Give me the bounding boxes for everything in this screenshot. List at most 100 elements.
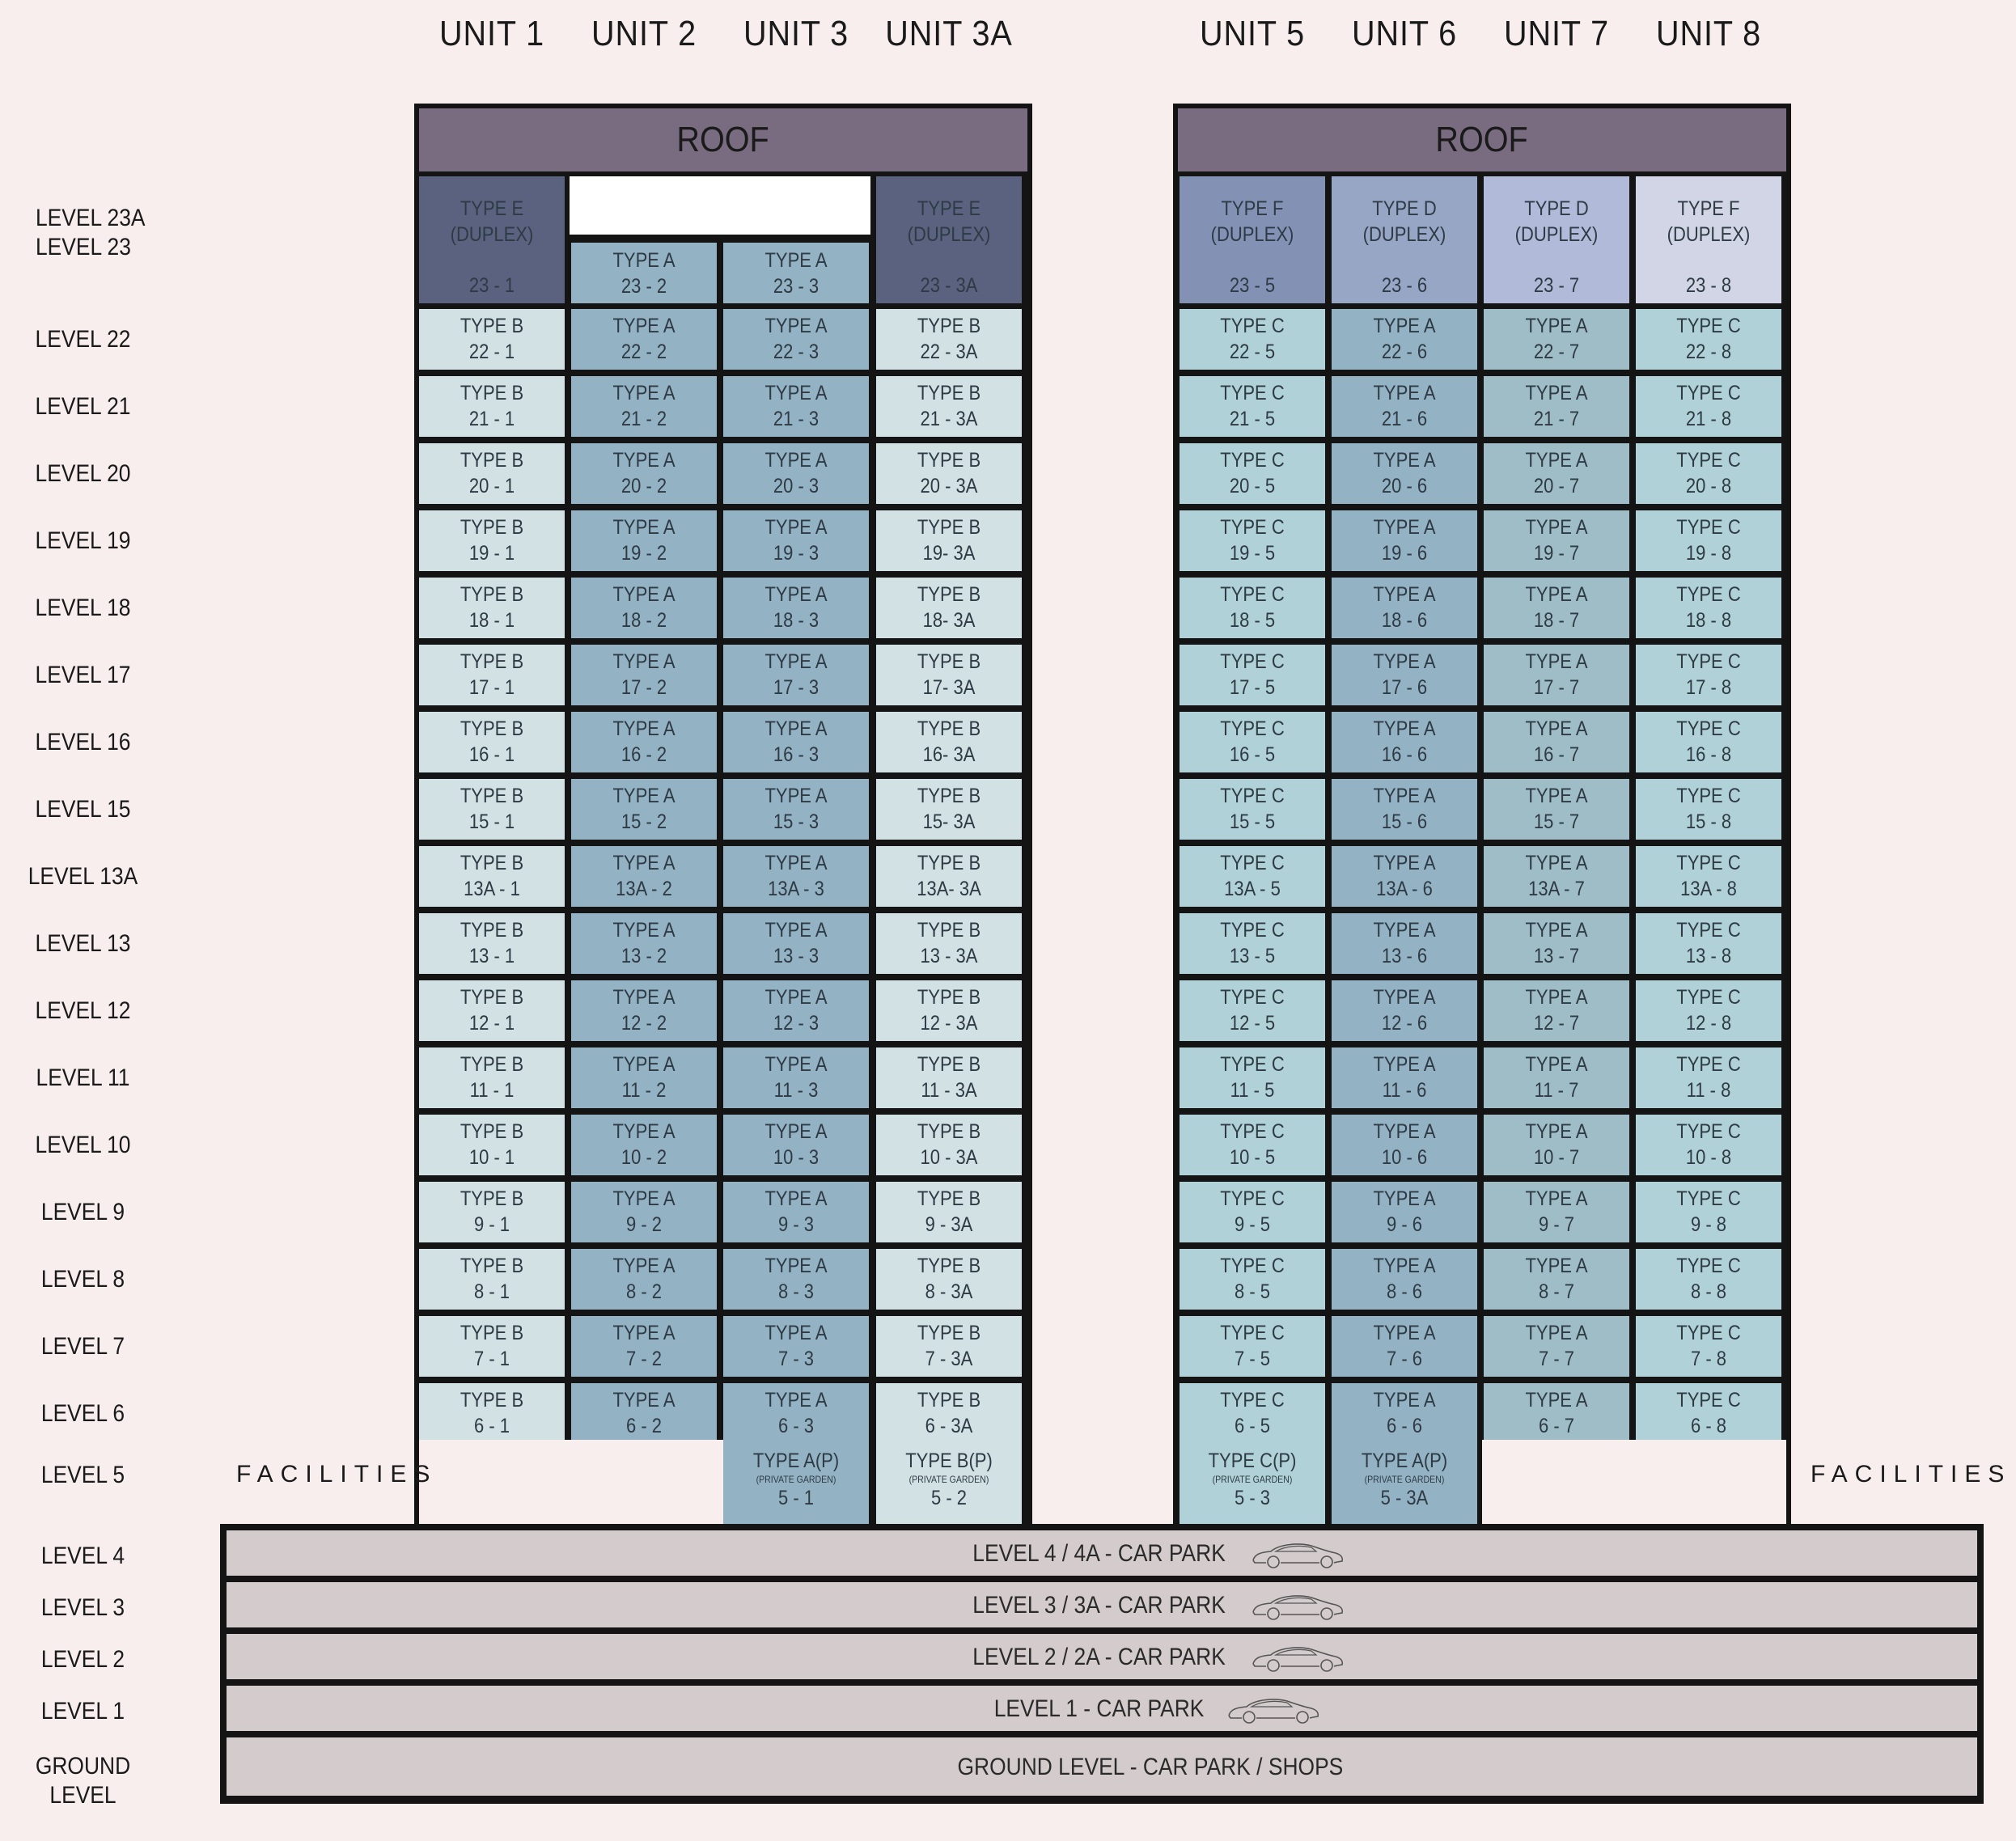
unit-cell[interactable]: TYPE C 10 - 5	[1180, 1115, 1325, 1175]
unit-cell[interactable]: TYPE A 15 - 7	[1484, 779, 1629, 840]
unit-cell[interactable]: TYPE B 6 - 3A	[876, 1383, 1022, 1444]
unit-cell[interactable]: TYPE A 7 - 7	[1484, 1316, 1629, 1377]
unit-cell-garden[interactable]: TYPE A(P) (PRIVATE GARDEN) 5 - 3A	[1332, 1440, 1477, 1527]
unit-cell[interactable]: TYPE A 20 - 7	[1484, 443, 1629, 504]
unit-cell[interactable]: TYPE A 19 - 6	[1332, 510, 1477, 571]
unit-cell[interactable]: TYPE C 18 - 8	[1636, 578, 1781, 638]
unit-cell-duplex[interactable]: TYPE F (DUPLEX) 23 - 5	[1180, 176, 1325, 303]
unit-cell[interactable]: TYPE C 9 - 8	[1636, 1182, 1781, 1242]
unit-cell[interactable]: TYPE A 10 - 7	[1484, 1115, 1629, 1175]
unit-cell[interactable]: TYPE A 13 - 7	[1484, 913, 1629, 974]
unit-cell[interactable]: TYPE C 7 - 5	[1180, 1316, 1325, 1377]
unit-cell[interactable]: TYPE B 20 - 1	[419, 443, 565, 504]
unit-cell[interactable]: TYPE C 15 - 8	[1636, 779, 1781, 840]
unit-cell[interactable]: TYPE A 7 - 6	[1332, 1316, 1477, 1377]
unit-cell[interactable]: TYPE A 15 - 2	[571, 779, 717, 840]
unit-cell[interactable]: TYPE A 10 - 2	[571, 1115, 717, 1175]
unit-cell[interactable]: TYPE C 15 - 5	[1180, 779, 1325, 840]
unit-cell[interactable]: TYPE A 22 - 6	[1332, 309, 1477, 370]
unit-cell-duplex[interactable]: TYPE D (DUPLEX) 23 - 7	[1484, 176, 1629, 303]
unit-cell[interactable]: TYPE C 21 - 5	[1180, 376, 1325, 437]
unit-cell[interactable]: TYPE A 8 - 2	[571, 1249, 717, 1310]
unit-cell[interactable]: TYPE A 9 - 3	[723, 1182, 869, 1242]
unit-cell-duplex[interactable]: TYPE F (DUPLEX) 23 - 8	[1636, 176, 1781, 303]
unit-cell[interactable]: TYPE C 13 - 5	[1180, 913, 1325, 974]
unit-cell[interactable]: TYPE C 13A - 8	[1636, 846, 1781, 907]
unit-cell[interactable]: TYPE A 15 - 6	[1332, 779, 1477, 840]
unit-cell[interactable]: TYPE B 21 - 3A	[876, 376, 1022, 437]
unit-cell[interactable]: TYPE C 12 - 5	[1180, 980, 1325, 1041]
unit-cell[interactable]: TYPE B 10 - 3A	[876, 1115, 1022, 1175]
unit-cell-duplex[interactable]: TYPE E (DUPLEX) 23 - 1	[419, 176, 565, 303]
unit-cell[interactable]: TYPE B 7 - 1	[419, 1316, 565, 1377]
unit-cell[interactable]: TYPE A 6 - 6	[1332, 1383, 1477, 1444]
unit-cell[interactable]: TYPE A 7 - 2	[571, 1316, 717, 1377]
unit-cell[interactable]: TYPE A 15 - 3	[723, 779, 869, 840]
unit-cell[interactable]: TYPE A 22 - 3	[723, 309, 869, 370]
unit-cell[interactable]: TYPE B 17 - 1	[419, 645, 565, 705]
unit-cell[interactable]: TYPE B 12 - 1	[419, 980, 565, 1041]
unit-cell[interactable]: TYPE C 6 - 5	[1180, 1383, 1325, 1444]
unit-cell[interactable]: TYPE C 11 - 8	[1636, 1047, 1781, 1108]
unit-cell-duplex[interactable]: TYPE D (DUPLEX) 23 - 6	[1332, 176, 1477, 303]
unit-cell[interactable]: TYPE B 20 - 3A	[876, 443, 1022, 504]
unit-cell[interactable]: TYPE B 13A- 3A	[876, 846, 1022, 907]
unit-cell[interactable]: TYPE A 13 - 6	[1332, 913, 1477, 974]
unit-cell[interactable]: TYPE B 22 - 3A	[876, 309, 1022, 370]
unit-cell[interactable]: TYPE A 10 - 6	[1332, 1115, 1477, 1175]
unit-cell[interactable]: TYPE B 16 - 1	[419, 712, 565, 772]
unit-cell[interactable]: TYPE A 23 - 2	[571, 243, 717, 303]
unit-cell-garden[interactable]: TYPE B(P) (PRIVATE GARDEN) 5 - 2	[876, 1440, 1022, 1527]
unit-cell[interactable]: TYPE B 22 - 1	[419, 309, 565, 370]
unit-cell[interactable]: TYPE C 19 - 5	[1180, 510, 1325, 571]
unit-cell[interactable]: TYPE A 6 - 3	[723, 1383, 869, 1444]
unit-cell[interactable]: TYPE A 13A - 7	[1484, 846, 1629, 907]
unit-cell[interactable]: TYPE A 21 - 6	[1332, 376, 1477, 437]
unit-cell[interactable]: TYPE B 18 - 1	[419, 578, 565, 638]
unit-cell[interactable]: TYPE B 10 - 1	[419, 1115, 565, 1175]
unit-cell[interactable]: TYPE A 12 - 7	[1484, 980, 1629, 1041]
unit-cell[interactable]: TYPE A 13A - 2	[571, 846, 717, 907]
unit-cell[interactable]: TYPE C 18 - 5	[1180, 578, 1325, 638]
unit-cell[interactable]: TYPE A 18 - 3	[723, 578, 869, 638]
unit-cell[interactable]: TYPE A 17 - 2	[571, 645, 717, 705]
unit-cell[interactable]: TYPE B 15- 3A	[876, 779, 1022, 840]
unit-cell[interactable]: TYPE A 13 - 3	[723, 913, 869, 974]
unit-cell[interactable]: TYPE A 16 - 7	[1484, 712, 1629, 772]
unit-cell[interactable]: TYPE C 11 - 5	[1180, 1047, 1325, 1108]
unit-cell[interactable]: TYPE A 23 - 3	[723, 243, 869, 303]
unit-cell[interactable]: TYPE C 19 - 8	[1636, 510, 1781, 571]
unit-cell[interactable]: TYPE C 17 - 8	[1636, 645, 1781, 705]
unit-cell[interactable]: TYPE A 17 - 3	[723, 645, 869, 705]
unit-cell[interactable]: TYPE B 19- 3A	[876, 510, 1022, 571]
unit-cell[interactable]: TYPE C 6 - 8	[1636, 1383, 1781, 1444]
unit-cell[interactable]: TYPE A 11 - 3	[723, 1047, 869, 1108]
unit-cell-duplex[interactable]: TYPE E (DUPLEX) 23 - 3A	[876, 176, 1022, 303]
unit-cell[interactable]: TYPE A 21 - 2	[571, 376, 717, 437]
unit-cell[interactable]: TYPE A 21 - 3	[723, 376, 869, 437]
unit-cell[interactable]: TYPE A 10 - 3	[723, 1115, 869, 1175]
unit-cell[interactable]: TYPE A 18 - 6	[1332, 578, 1477, 638]
unit-cell[interactable]: TYPE C 13 - 8	[1636, 913, 1781, 974]
unit-cell[interactable]: TYPE B 21 - 1	[419, 376, 565, 437]
unit-cell[interactable]: TYPE C 22 - 8	[1636, 309, 1781, 370]
unit-cell[interactable]: TYPE B 6 - 1	[419, 1383, 565, 1444]
unit-cell[interactable]: TYPE A 22 - 2	[571, 309, 717, 370]
unit-cell[interactable]: TYPE C 10 - 8	[1636, 1115, 1781, 1175]
unit-cell[interactable]: TYPE A 8 - 6	[1332, 1249, 1477, 1310]
unit-cell[interactable]: TYPE A 11 - 6	[1332, 1047, 1477, 1108]
unit-cell[interactable]: TYPE B 8 - 1	[419, 1249, 565, 1310]
unit-cell[interactable]: TYPE C 12 - 8	[1636, 980, 1781, 1041]
unit-cell[interactable]: TYPE A 19 - 3	[723, 510, 869, 571]
unit-cell[interactable]: TYPE A 20 - 3	[723, 443, 869, 504]
unit-cell[interactable]: TYPE A 16 - 6	[1332, 712, 1477, 772]
unit-cell[interactable]: TYPE A 13A - 3	[723, 846, 869, 907]
unit-cell[interactable]: TYPE A 7 - 3	[723, 1316, 869, 1377]
unit-cell[interactable]: TYPE C 22 - 5	[1180, 309, 1325, 370]
unit-cell[interactable]: TYPE A 16 - 2	[571, 712, 717, 772]
unit-cell[interactable]: TYPE B 12 - 3A	[876, 980, 1022, 1041]
unit-cell[interactable]: TYPE A 19 - 7	[1484, 510, 1629, 571]
unit-cell[interactable]: TYPE B 9 - 1	[419, 1182, 565, 1242]
unit-cell[interactable]: TYPE A 13 - 2	[571, 913, 717, 974]
unit-cell[interactable]: TYPE A 18 - 7	[1484, 578, 1629, 638]
